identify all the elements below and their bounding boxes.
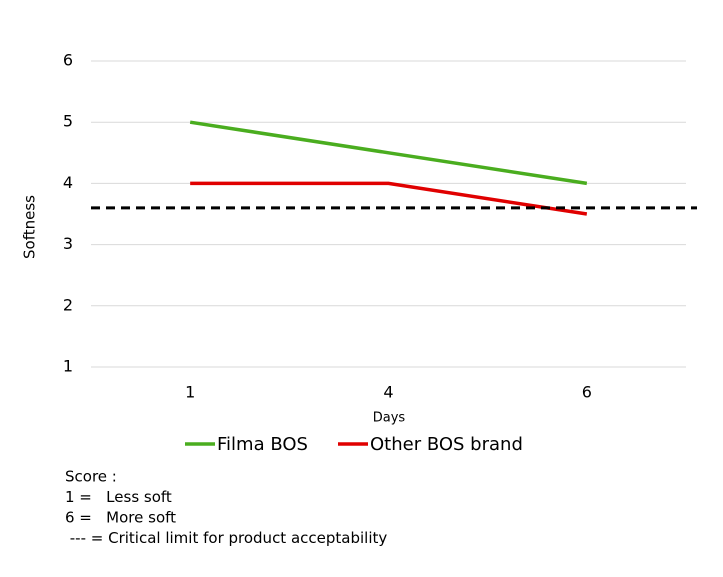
legend-label: Other BOS brand	[370, 434, 523, 455]
legend-label: Filma BOS	[217, 434, 308, 455]
y-tick-label: 2	[63, 295, 73, 314]
x-axis-label: Days	[373, 411, 406, 426]
y-tick-label: 5	[63, 112, 73, 131]
y-axis-label: Softness	[21, 195, 39, 259]
y-tick-label: 6	[63, 51, 73, 70]
note: --- = Critical limit for product accepta…	[65, 529, 387, 547]
y-tick-label: 1	[63, 357, 73, 376]
note: Score :	[65, 468, 117, 486]
x-tick-label: 1	[185, 383, 195, 402]
x-tick-label: 6	[582, 383, 592, 402]
note: 1 = Less soft	[65, 488, 172, 506]
y-tick-label: 4	[63, 173, 73, 192]
y-tick-label: 3	[63, 234, 73, 253]
note: 6 = More soft	[65, 509, 176, 527]
data-line	[190, 181, 588, 216]
data-line	[189, 120, 588, 186]
x-tick-label: 4	[383, 383, 393, 402]
